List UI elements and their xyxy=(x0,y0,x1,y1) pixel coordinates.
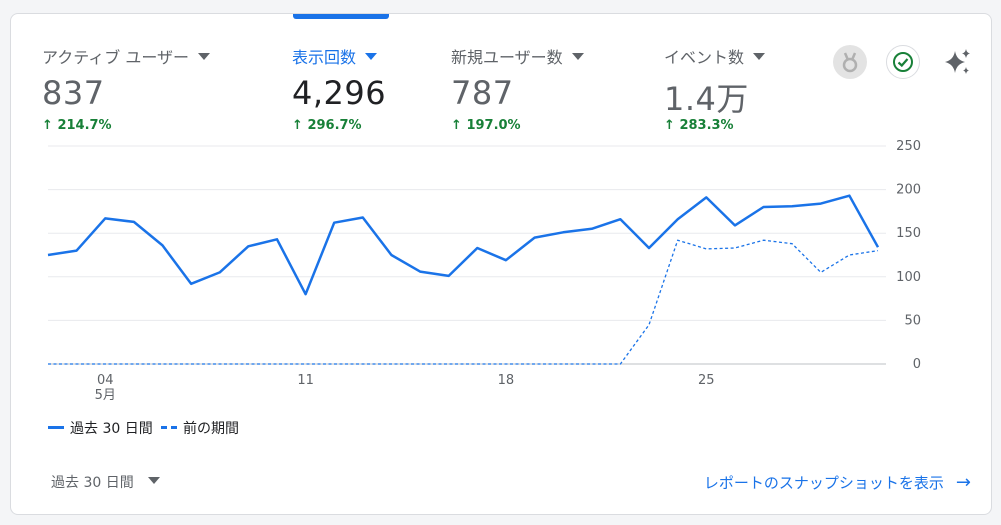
caret-down-icon xyxy=(571,53,584,60)
overview-card: アクティブ ユーザー 837 ↑ 214.7% 表示回数 4,296 ↑ 296… xyxy=(10,13,992,515)
metric-tab-event-count[interactable]: イベント数 1.4万 ↑ 283.3% xyxy=(664,14,804,144)
caret-down-icon xyxy=(147,477,160,484)
metric-title: 表示回数 xyxy=(292,44,378,68)
metric-tab-views[interactable]: 表示回数 4,296 ↑ 296.7% xyxy=(292,14,432,144)
caret-down-icon xyxy=(753,53,766,60)
arrow-up-icon: ↑ xyxy=(42,118,53,133)
y-tick-label: 0 xyxy=(913,357,921,372)
x-tick-label: 11 xyxy=(297,373,314,388)
series-line-current xyxy=(47,194,880,296)
series-line-previous xyxy=(48,239,879,365)
metric-title: 新規ユーザー数 xyxy=(451,44,584,68)
metric-value: 837 xyxy=(42,74,105,112)
legend-swatch-solid xyxy=(48,426,64,429)
sparkle-icon[interactable] xyxy=(940,45,974,79)
medal-icon[interactable] xyxy=(833,45,867,79)
y-tick-label: 200 xyxy=(896,183,921,198)
arrow-up-icon: ↑ xyxy=(451,118,462,133)
view-report-snapshot-link[interactable]: レポートのスナップショットを表示 → xyxy=(703,472,971,493)
legend-swatch-dashed xyxy=(161,426,177,429)
y-tick-label: 100 xyxy=(896,270,921,285)
metric-value: 787 xyxy=(451,74,514,112)
metric-value: 1.4万 xyxy=(664,80,749,118)
arrow-right-icon: → xyxy=(955,472,971,493)
arrow-up-icon: ↑ xyxy=(292,118,303,133)
y-tick-label: 250 xyxy=(896,139,921,154)
arrow-up-icon: ↑ xyxy=(664,118,675,133)
period-dropdown[interactable]: 過去 30 日間 xyxy=(51,472,160,492)
x-tick-sublabel: 5月 xyxy=(95,388,116,403)
metric-title: アクティブ ユーザー xyxy=(42,44,211,68)
metric-change: ↑ 283.3% xyxy=(664,118,734,133)
metric-title: イベント数 xyxy=(664,44,766,68)
metric-tab-active-users[interactable]: アクティブ ユーザー 837 ↑ 214.7% xyxy=(42,14,242,144)
legend-item-current: 過去 30 日間 xyxy=(48,418,153,438)
metric-change: ↑ 296.7% xyxy=(292,118,362,133)
metric-change: ↑ 197.0% xyxy=(451,118,521,133)
x-tick-label: 04 xyxy=(97,373,114,388)
x-tick-label: 25 xyxy=(698,373,715,388)
check-circle-icon[interactable] xyxy=(886,45,920,79)
caret-down-icon xyxy=(198,53,211,60)
caret-down-icon xyxy=(365,53,378,60)
y-tick-label: 50 xyxy=(904,313,921,328)
metric-tab-new-users[interactable]: 新規ユーザー数 787 ↑ 197.0% xyxy=(451,14,621,144)
x-tick-label: 18 xyxy=(498,373,515,388)
legend-item-previous: 前の期間 xyxy=(161,418,239,438)
metric-change: ↑ 214.7% xyxy=(42,118,112,133)
metric-value: 4,296 xyxy=(292,74,387,112)
selected-tab-indicator xyxy=(293,14,389,19)
y-tick-label: 150 xyxy=(896,226,921,241)
